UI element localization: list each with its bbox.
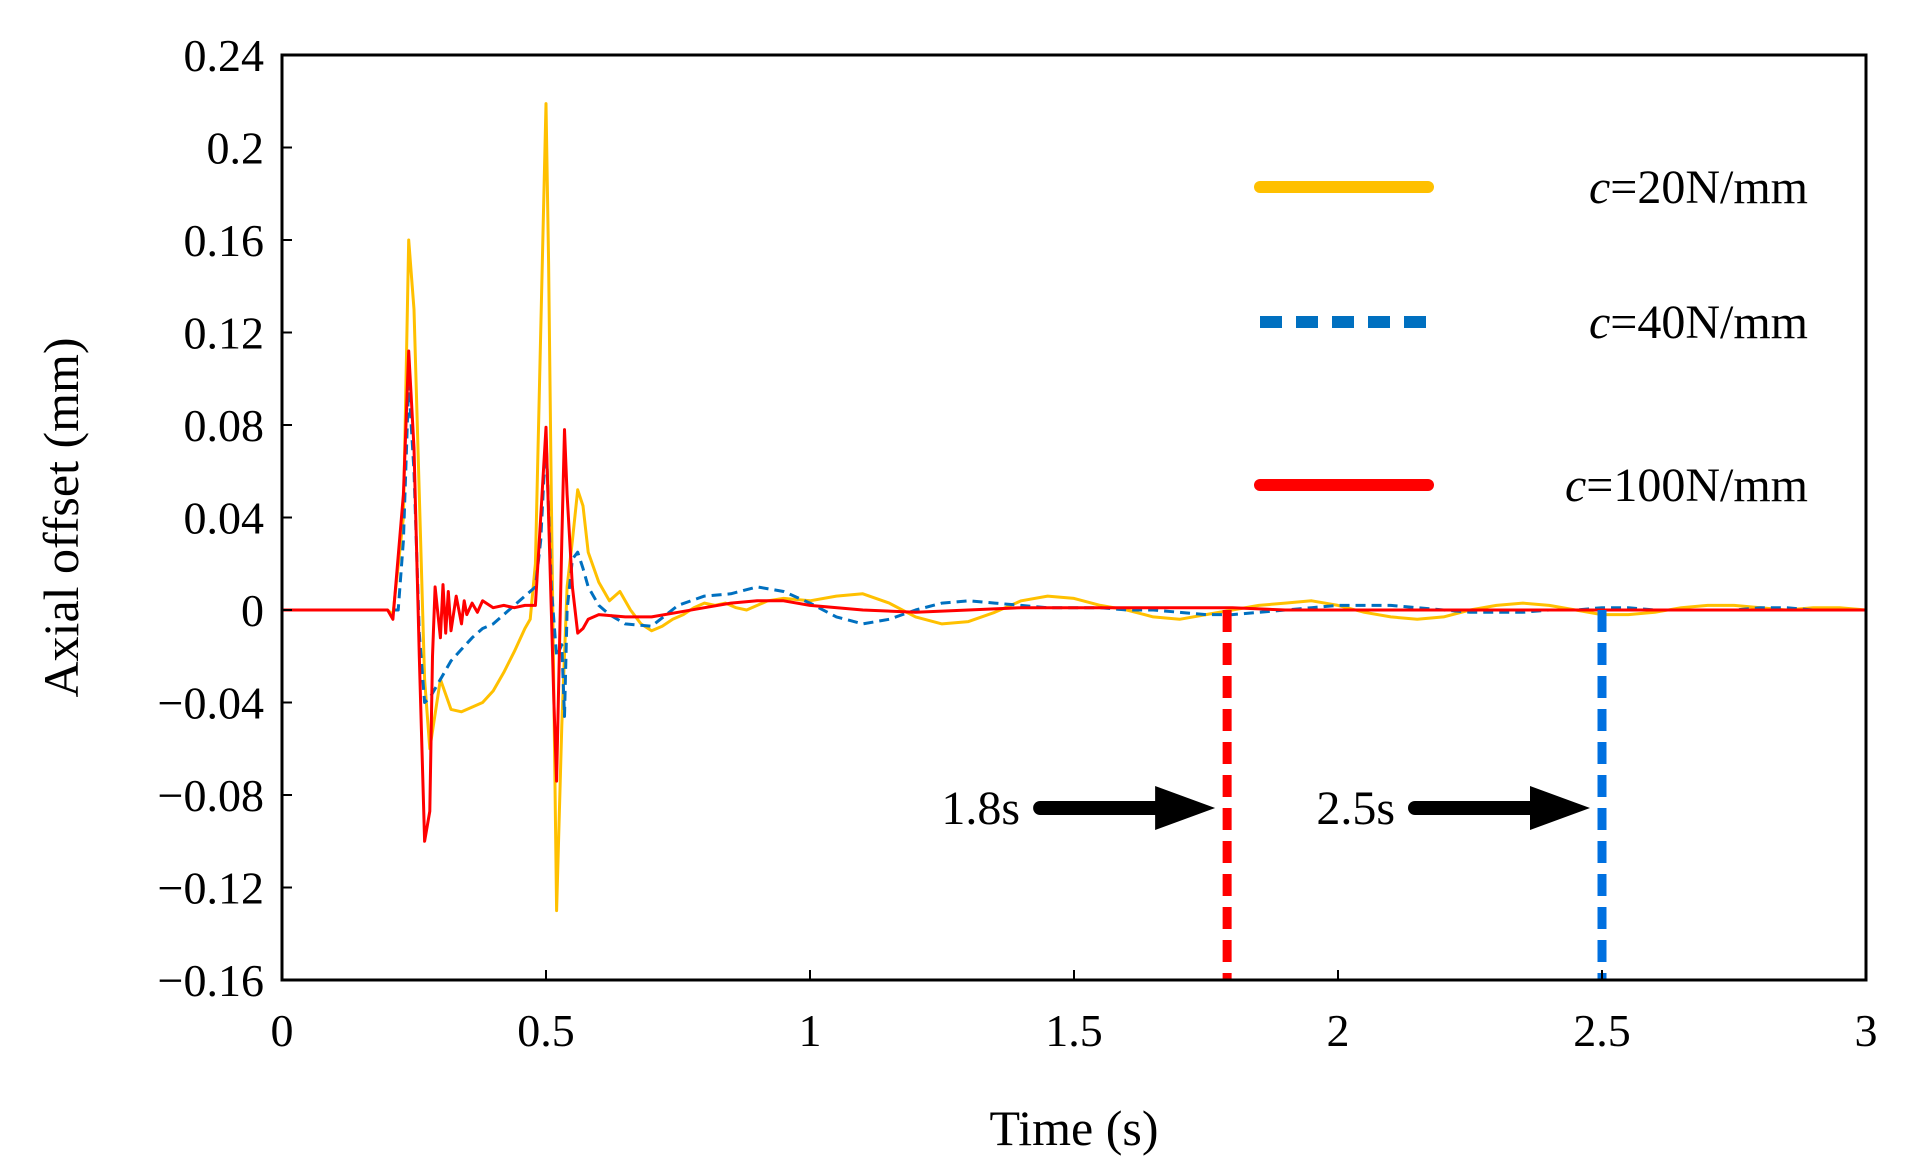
legend-label-variable: c [1589, 296, 1610, 349]
y-tick-label: −0.12 [158, 863, 264, 914]
legend-label-1: c=40N/mm [1589, 296, 1808, 349]
annotations: 1.8s 2.5s [941, 782, 1590, 835]
x-tick-label: 2.5 [1573, 1005, 1631, 1056]
y-tick-label: 0.24 [184, 30, 265, 81]
legend: c=20N/mmc=40N/mmc=100N/mm [1254, 161, 1808, 512]
y-tick-label: 0.12 [184, 308, 265, 359]
y-axis-title: Axial offset (mm) [33, 337, 89, 697]
y-tick-label: 0.08 [184, 400, 265, 451]
legend-label-2: c=100N/mm [1565, 459, 1808, 512]
y-tick-label: 0.16 [184, 215, 265, 266]
plot-lines [282, 102, 1867, 913]
annotation-arrow-head-1 [1530, 786, 1590, 830]
x-tick-label: 0 [271, 1005, 294, 1056]
x-tick-label: 1 [799, 1005, 822, 1056]
y-tick-label: 0 [241, 585, 264, 636]
y-tick-label: 0.04 [184, 493, 265, 544]
annotation-markers [1222, 610, 1607, 980]
y-tick-label: −0.16 [158, 955, 264, 1006]
legend-label-value: =100N/mm [1586, 459, 1808, 512]
y-tick-label: −0.04 [158, 678, 264, 729]
legend-label-value: =20N/mm [1610, 161, 1808, 214]
x-axis-title: Time (s) [989, 1100, 1158, 1156]
y-axis: −0.16 −0.12 −0.08 −0.04 0 0.04 0.08 0.12 0.16 0.2… [158, 30, 292, 1006]
series-line-1 [282, 381, 1866, 718]
x-tick-label: 1.5 [1045, 1005, 1103, 1056]
y-tick-label: −0.08 [158, 770, 264, 821]
x-axis: 0 0.5 1 1.5 2 2.5 3 [271, 970, 1878, 1056]
annotation-arrow-head-0 [1155, 786, 1216, 830]
x-tick-label: 3 [1855, 1005, 1878, 1056]
legend-label-0: c=20N/mm [1589, 161, 1808, 214]
series-line-2 [282, 349, 1866, 843]
y-tick-label: 0.2 [207, 123, 265, 174]
annotation-label-0: 1.8s [941, 782, 1020, 835]
legend-label-variable: c [1589, 161, 1610, 214]
legend-label-value: =40N/mm [1610, 296, 1808, 349]
legend-label-variable: c [1565, 459, 1586, 512]
x-tick-label: 2 [1327, 1005, 1350, 1056]
annotation-label-1: 2.5s [1316, 782, 1395, 835]
x-tick-label: 0.5 [517, 1005, 575, 1056]
